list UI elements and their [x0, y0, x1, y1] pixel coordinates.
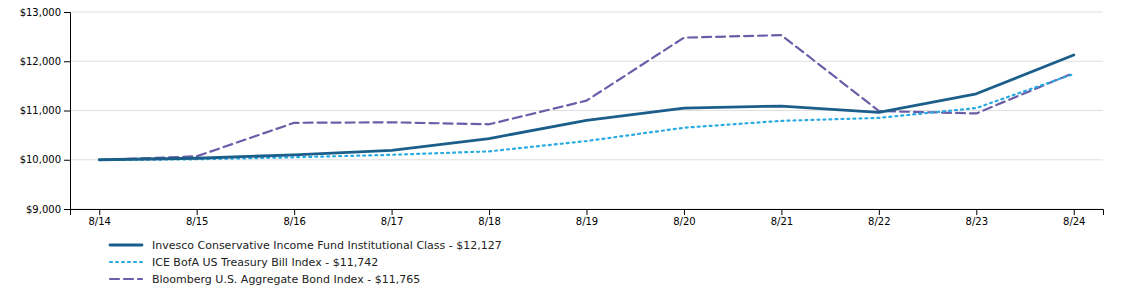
legend: Invesco Conservative Income Fund Institu… [110, 239, 502, 286]
x-tick-label: 8/15 [186, 216, 208, 227]
legend-label: ICE BofA US Treasury Bill Index - $11,74… [152, 256, 378, 269]
x-tick: 8/16 [283, 209, 305, 227]
legend-item: Bloomberg U.S. Aggregate Bond Index - $1… [110, 273, 420, 286]
x-tick-mark [1074, 209, 1075, 215]
x-tick-label: 8/24 [1063, 216, 1085, 227]
x-tick-mark [489, 209, 490, 215]
y-tick-mark [64, 111, 70, 112]
grid-line [70, 61, 1103, 62]
grid-line [70, 12, 1103, 13]
x-tick: 8/23 [966, 209, 988, 227]
x-tick-label: 8/22 [868, 216, 890, 227]
legend-swatch [110, 244, 142, 247]
x-tick: 8/22 [868, 209, 890, 227]
x-tick: 8/24 [1063, 209, 1085, 227]
y-tick-mark [64, 160, 70, 161]
x-tick: 8/20 [673, 209, 695, 227]
x-tick-label: 8/16 [283, 216, 305, 227]
x-tick-mark [976, 209, 977, 215]
x-tick-label: 8/18 [478, 216, 500, 227]
x-tick: 8/18 [478, 209, 500, 227]
y-tick-mark [64, 209, 70, 210]
x-tick-mark [294, 209, 295, 215]
x-tick-mark [879, 209, 880, 215]
x-tick-mark [392, 209, 393, 215]
legend-item: Invesco Conservative Income Fund Institu… [110, 239, 502, 252]
lines [99, 35, 1074, 160]
x-tick-label: 8/20 [673, 216, 695, 227]
x-tick-mark [197, 209, 198, 215]
plot: $9,000$10,000$11,000$12,000$13,0008/148/… [20, 7, 1104, 227]
y-tick: $12,000 [20, 56, 70, 67]
x-tick-label: 8/14 [89, 216, 111, 227]
legend-item: ICE BofA US Treasury Bill Index - $11,74… [110, 256, 378, 269]
y-tick-label: $10,000 [20, 154, 61, 165]
x-tick-mark [99, 209, 100, 215]
x-tick-label: 8/23 [966, 216, 988, 227]
x-tick: 8/17 [381, 209, 403, 227]
y-axis-line [64, 13, 71, 210]
y-tick: $11,000 [20, 105, 70, 116]
x-tick-mark [587, 209, 588, 215]
x-tick-label: 8/17 [381, 216, 403, 227]
x-tick: 8/19 [576, 209, 598, 227]
y-tick-label: $9,000 [26, 204, 61, 215]
x-tick-label: 8/21 [771, 216, 793, 227]
y-tick-label: $11,000 [20, 105, 61, 116]
series-line [99, 55, 1074, 160]
legend-swatch [110, 278, 142, 280]
y-tick-label: $12,000 [20, 56, 61, 67]
x-tick: 8/21 [771, 209, 793, 227]
x-axis-line [71, 210, 1104, 216]
series-line [99, 74, 1074, 160]
legend-label: Bloomberg U.S. Aggregate Bond Index - $1… [152, 273, 420, 286]
y-tick: $10,000 [20, 154, 70, 165]
x-tick: 8/14 [89, 209, 111, 227]
y-tick-mark [64, 12, 70, 13]
x-tick-label: 8/19 [576, 216, 598, 227]
y-axis: $9,000 $10,000 $11,000 $12,000 $13,000 [20, 7, 71, 215]
x-tick-mark [781, 209, 782, 215]
series-line [99, 35, 1074, 160]
x-tick-mark [684, 209, 685, 215]
x-tick: 8/15 [186, 209, 208, 227]
y-tick-label: $13,000 [20, 7, 61, 18]
chart: $9,000$10,000$11,000$12,000$13,0008/148/… [0, 0, 1123, 304]
y-tick: $13,000 [20, 7, 70, 18]
legend-swatch [110, 261, 142, 263]
y-tick: $9,000 [26, 204, 70, 215]
legend-label: Invesco Conservative Income Fund Institu… [152, 239, 502, 252]
x-axis: 8/14 8/15 8/16 8/17 8/18 8/19 8/20 8/21 8/22 8/23… [71, 209, 1104, 227]
y-tick-mark [64, 61, 70, 62]
grid [70, 12, 1103, 209]
